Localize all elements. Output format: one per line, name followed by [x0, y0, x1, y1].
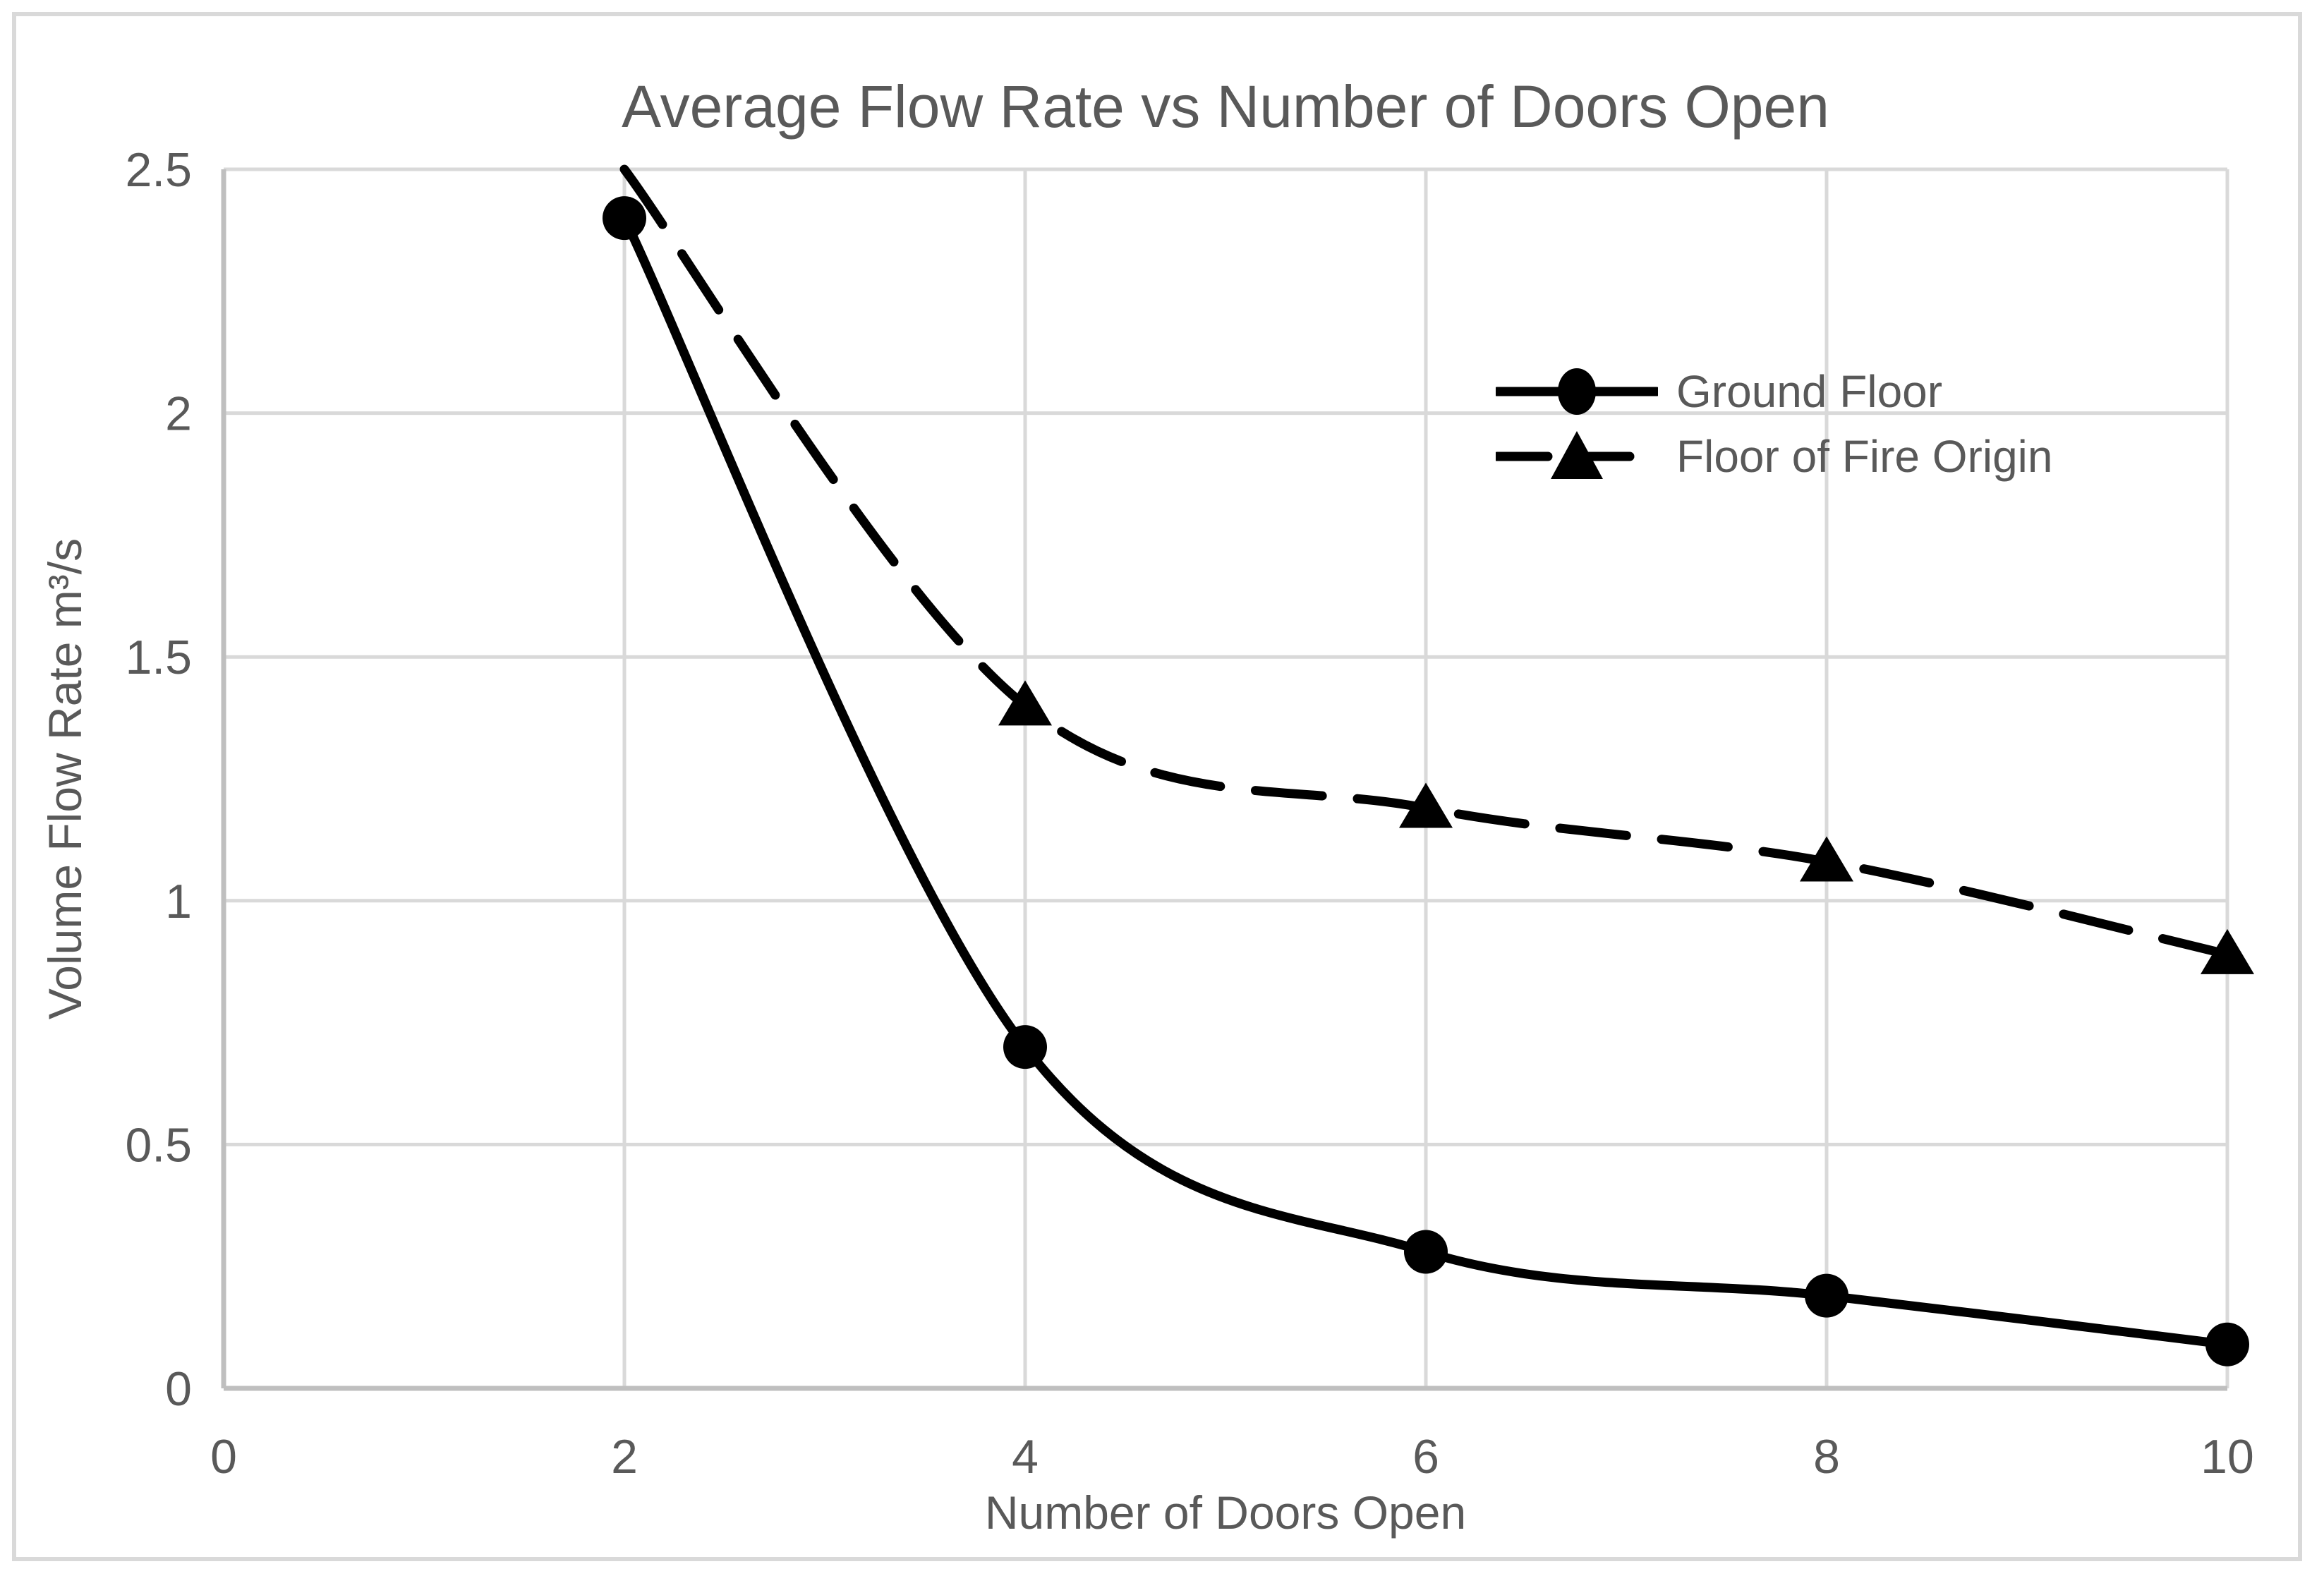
- x-tick-label: 0: [210, 1430, 237, 1484]
- x-axis-title: Number of Doors Open: [984, 1486, 1467, 1539]
- marker-circle-ground-floor: [1404, 1230, 1448, 1274]
- y-tick-label: 0.5: [125, 1118, 192, 1172]
- legend-label-ground-floor: Ground Floor: [1676, 366, 1943, 417]
- y-tick-label: 2: [165, 387, 192, 441]
- legend: Ground Floor Floor of Fire Origin: [1496, 359, 2052, 489]
- legend-label-floor-of-fire-origin: Floor of Fire Origin: [1676, 431, 2053, 482]
- marker-triangle-floor-of-fire-origin: [1800, 836, 1853, 882]
- y-tick-label: 2.5: [125, 143, 192, 197]
- y-tick-label: 0: [165, 1362, 192, 1416]
- marker-circle-ground-floor: [2205, 1322, 2249, 1366]
- legend-item-floor-of-fire-origin: Floor of Fire Origin: [1496, 424, 2052, 489]
- x-tick-label: 4: [1012, 1430, 1039, 1484]
- chart-border: [12, 12, 2302, 1561]
- solid-line-circle-marker-icon: [1496, 368, 1658, 415]
- x-tick-label: 6: [1412, 1430, 1439, 1484]
- marker-triangle-floor-of-fire-origin: [998, 680, 1052, 726]
- series-line-floor-of-fire-origin: [619, 164, 2232, 959]
- marker-circle-ground-floor: [603, 196, 646, 241]
- x-tick-label: 10: [2201, 1430, 2254, 1484]
- marker-triangle-floor-of-fire-origin: [1399, 782, 1453, 828]
- x-tick-label: 2: [611, 1430, 638, 1484]
- marker-circle-ground-floor: [1003, 1025, 1047, 1069]
- x-tick-label: 8: [1813, 1430, 1840, 1484]
- y-tick-label: 1: [165, 875, 192, 928]
- marker-triangle-floor-of-fire-origin: [2201, 928, 2254, 974]
- chart-title: Average Flow Rate vs Number of Doors Ope…: [622, 73, 1829, 140]
- dashed-line-triangle-marker-icon: [1496, 431, 1658, 479]
- legend-item-ground-floor: Ground Floor: [1496, 359, 2052, 424]
- marker-circle-ground-floor: [1805, 1273, 1848, 1318]
- y-axis-title: Volume Flow Rate m³/s: [39, 538, 91, 1020]
- y-tick-label: 1.5: [125, 631, 192, 684]
- series-line-ground-floor: [619, 213, 2232, 1350]
